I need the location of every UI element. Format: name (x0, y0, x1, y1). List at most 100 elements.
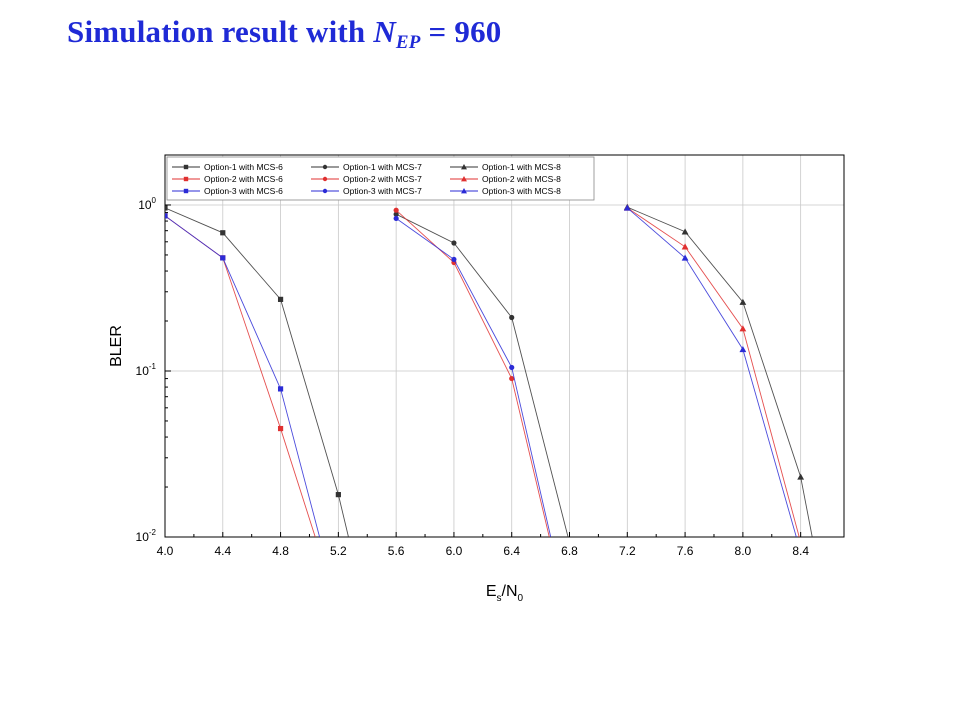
x-axis-label-subscript: s (497, 593, 502, 604)
x-tick-label: 7.6 (677, 544, 694, 558)
data-point (220, 230, 226, 236)
data-point (277, 386, 284, 392)
series-line (627, 207, 797, 537)
data-point (739, 345, 747, 353)
grid-lines (164, 155, 844, 538)
data-point (739, 298, 747, 305)
plot-frame (164, 154, 845, 538)
y-tick-base: 10 (136, 530, 150, 544)
x-tick-label: 4.0 (157, 544, 174, 558)
series-option-2-with-mcs-6 (165, 213, 316, 537)
data-point (681, 228, 689, 235)
data-point (165, 213, 168, 219)
legend-label: Option-1 with MCS-7 (343, 162, 422, 172)
data-point (393, 215, 399, 222)
legend-item: Option-1 with MCS-8 (450, 162, 561, 172)
data-point (277, 425, 284, 432)
x-tick-label: 5.2 (330, 544, 347, 558)
data-point (509, 314, 515, 321)
data-point (739, 325, 747, 332)
legend-item: Option-1 with MCS-6 (172, 162, 283, 172)
legend-swatch-marker (461, 176, 467, 182)
data-point (509, 364, 515, 371)
x-tick-label: 8.0 (735, 544, 752, 558)
x-tick-label: 6.8 (561, 544, 578, 558)
legend-label: Option-1 with MCS-6 (204, 162, 283, 172)
data-point (451, 256, 457, 263)
data-point (681, 243, 689, 250)
legend-item: Option-3 with MCS-7 (311, 186, 422, 196)
title-prefix: Simulation result with (67, 14, 374, 49)
series-line (395, 218, 552, 537)
series-option-3-with-mcs-8 (623, 204, 797, 537)
data-point (277, 296, 284, 302)
series-option-1-with-mcs-7 (393, 211, 569, 537)
series-group (165, 203, 813, 537)
legend-label: Option-3 with MCS-7 (343, 186, 422, 196)
legend-swatch-marker (183, 176, 189, 182)
legend-item: Option-3 with MCS-6 (172, 186, 283, 196)
data-point (335, 492, 341, 498)
series-line (165, 215, 321, 537)
legend-swatch-marker (322, 164, 328, 170)
x-tick-label: 4.4 (214, 544, 231, 558)
data-point (165, 205, 168, 211)
title-variable: N (373, 14, 396, 49)
legend: Option-1 with MCS-6 Option-2 with MCS-6 Op… (166, 156, 595, 201)
legend-label: Option-3 with MCS-6 (204, 186, 283, 196)
y-tick-exponent: 0 (152, 196, 157, 205)
series-option-1-with-mcs-8 (623, 203, 813, 537)
legend-swatch-marker (183, 164, 189, 170)
legend-item: Option-2 with MCS-6 (172, 174, 283, 184)
data-point (681, 254, 689, 261)
legend-item: Option-2 with MCS-8 (450, 174, 561, 184)
x-tick-label: 5.6 (388, 544, 405, 558)
x-tick-label: 4.8 (272, 544, 289, 558)
y-tick-label: 10-2 (136, 528, 157, 544)
title-suffix: = 960 (420, 14, 502, 49)
data-point (509, 375, 515, 382)
data-point (220, 255, 226, 261)
legend-swatch-marker (461, 164, 467, 170)
data-point (623, 204, 631, 211)
series-line (395, 209, 550, 537)
legend-label: Option-2 with MCS-8 (482, 174, 561, 184)
legend-item: Option-1 with MCS-7 (311, 162, 422, 172)
title-subscript: EP (395, 32, 421, 53)
axes-group: 4.0 4.4 4.8 5.2 5.6 6.0 6.4 6.8 7.2 7.6 8.0 8.41001… (108, 154, 809, 604)
y-axis-label: BLER (108, 325, 125, 367)
series-line (395, 213, 569, 537)
x-tick-label: 6.0 (446, 544, 463, 558)
x-tick-label: 8.4 (792, 544, 809, 558)
data-point (393, 211, 399, 217)
series-option-3-with-mcs-6 (165, 213, 321, 537)
legend-label: Option-1 with MCS-8 (482, 162, 561, 172)
y-tick-exponent: -1 (149, 362, 157, 371)
series-line (165, 215, 316, 537)
legend-swatch-marker (183, 188, 189, 194)
data-point (451, 240, 457, 246)
y-tick-base: 10 (138, 198, 152, 212)
y-tick-exponent: -2 (149, 528, 157, 537)
series-line (627, 207, 800, 537)
series-line (627, 206, 813, 537)
x-axis-label-part: /N (502, 583, 518, 600)
x-axis-label-subscript: 0 (518, 593, 524, 604)
slide-title: Simulation result with NEP = 960 (67, 14, 501, 54)
x-tick-label: 7.2 (619, 544, 636, 558)
legend-label: Option-3 with MCS-8 (482, 186, 561, 196)
legend-label: Option-2 with MCS-7 (343, 174, 422, 184)
legend-item: Option-3 with MCS-8 (450, 186, 561, 196)
legend-swatch-marker (461, 188, 467, 194)
series-option-1-with-mcs-6 (165, 205, 349, 537)
legend-swatch-marker (322, 188, 328, 194)
legend-item: Option-2 with MCS-7 (311, 174, 422, 184)
legend-label: Option-2 with MCS-6 (204, 174, 283, 184)
data-point (393, 207, 399, 213)
y-tick-label: 10-1 (136, 362, 157, 378)
legend-swatch-marker (322, 176, 328, 182)
x-axis-label: Es/N0 (486, 583, 524, 604)
data-point (797, 473, 805, 480)
y-tick-label: 100 (138, 196, 156, 212)
